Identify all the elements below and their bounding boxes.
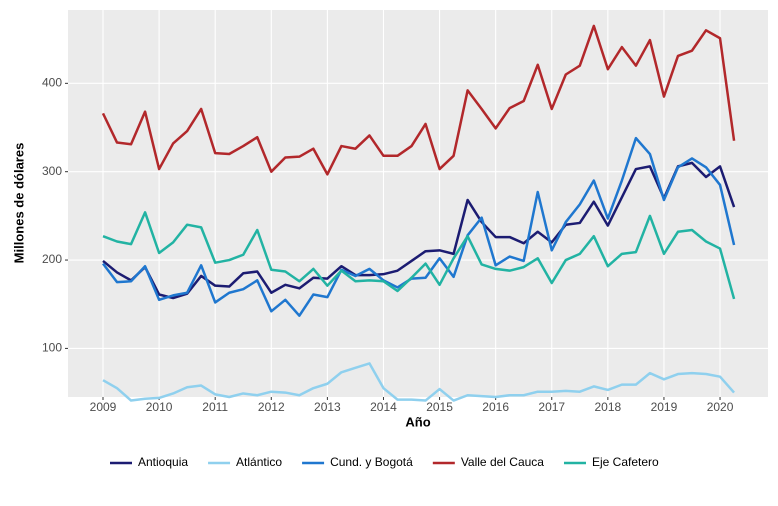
y-tick-label: 300 xyxy=(42,164,62,178)
x-tick-label: 2016 xyxy=(482,400,509,414)
series-line xyxy=(102,362,736,402)
x-tick-label: 2011 xyxy=(202,400,228,414)
series-line xyxy=(101,24,736,176)
x-tick-label: 2009 xyxy=(90,400,117,414)
legend-label: Cund. y Bogotá xyxy=(330,455,413,469)
y-tick-label: 400 xyxy=(42,76,62,90)
legend-label: Valle del Cauca xyxy=(461,455,544,469)
legend-label: Eje Cafetero xyxy=(592,455,659,469)
x-tick-label: 2020 xyxy=(707,400,734,414)
y-tick-label: 100 xyxy=(42,341,62,355)
x-tick-label: 2018 xyxy=(594,400,621,414)
x-tick-label: 2017 xyxy=(538,400,565,414)
x-axis-title: Año xyxy=(405,414,430,429)
x-tick-label: 2015 xyxy=(426,400,453,414)
x-tick-label: 2019 xyxy=(651,400,678,414)
panel xyxy=(68,10,768,397)
x-tick-label: 2012 xyxy=(258,400,285,414)
x-tick-label: 2014 xyxy=(370,400,397,414)
y-axis-title: Millones de dólares xyxy=(11,143,26,264)
legend-label: Antioquia xyxy=(138,455,188,469)
legend-label: Atlántico xyxy=(236,455,282,469)
series-line xyxy=(102,211,736,300)
series-line xyxy=(102,136,736,317)
y-tick-label: 200 xyxy=(42,252,62,266)
x-tick-label: 2010 xyxy=(146,400,173,414)
x-tick-label: 2013 xyxy=(314,400,341,414)
